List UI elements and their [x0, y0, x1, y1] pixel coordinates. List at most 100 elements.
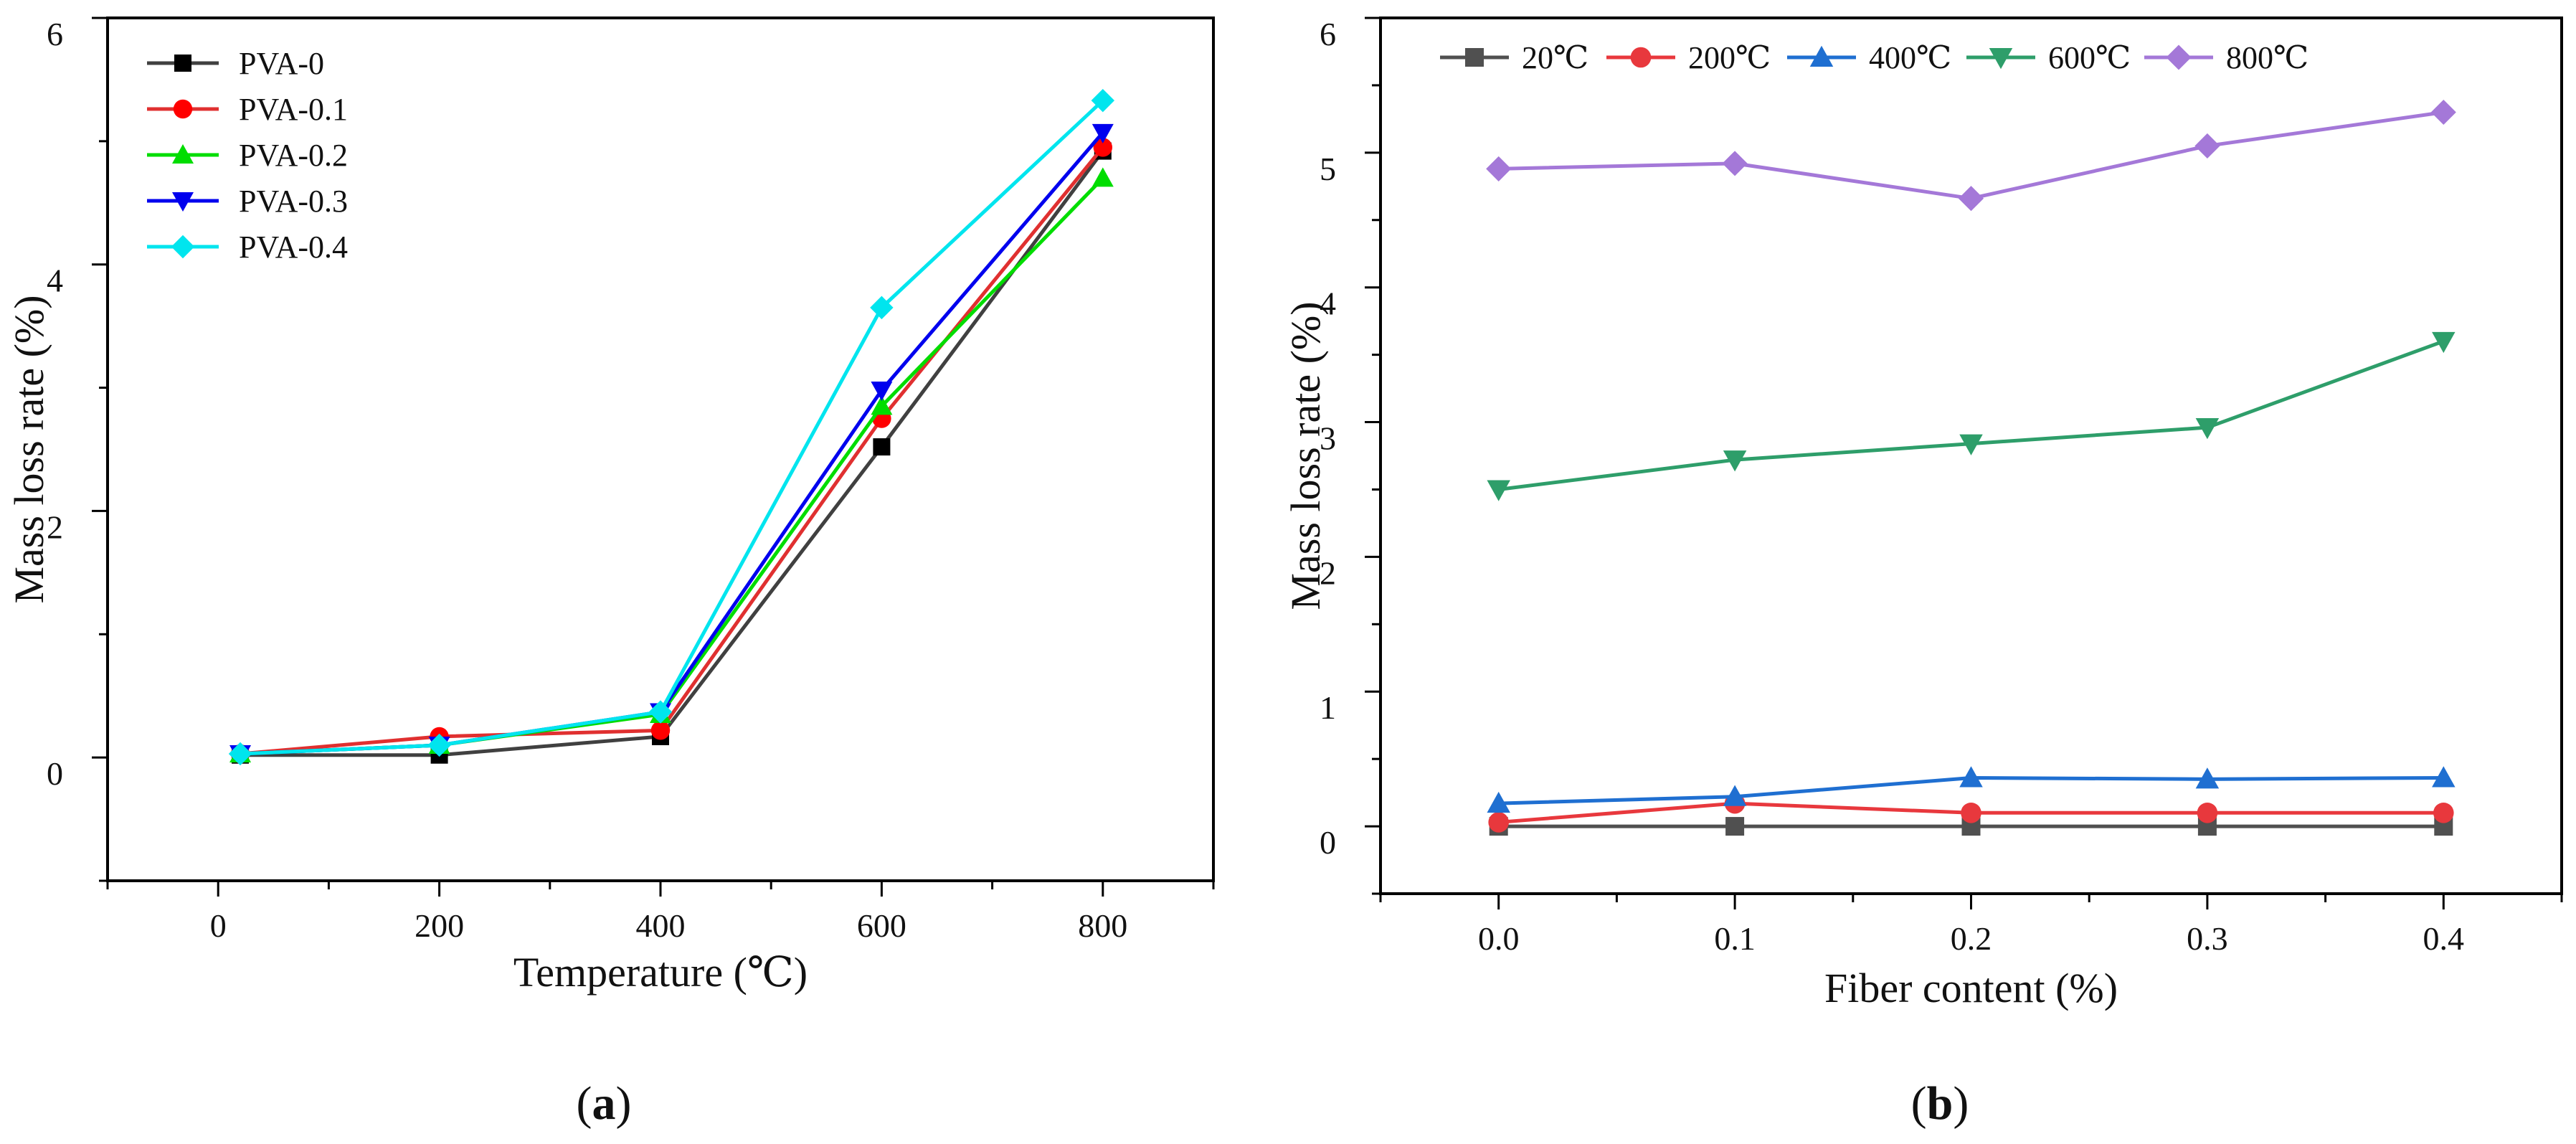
legend-label: 400℃ [1869, 40, 1951, 75]
data-point [871, 395, 893, 415]
y-axis-title: Mass loss rate (%) [6, 295, 52, 603]
legend-marker [172, 144, 194, 164]
panel-label-b: (b) [1911, 1077, 1969, 1130]
y-tick-label: 3 [1320, 420, 1336, 457]
data-point [2194, 133, 2220, 159]
series-line [240, 176, 1104, 756]
x-tick-label: 200 [415, 907, 464, 944]
series-line [240, 131, 1104, 756]
legend: PVA-0 PVA-0.1 PVA-0.2 PVA-0.3 PVA-0.4 [147, 46, 348, 265]
data-point [873, 438, 891, 456]
data-point [648, 700, 673, 724]
series-line [1498, 339, 2445, 491]
data-point [1959, 766, 1983, 788]
legend-label: PVA-0.4 [239, 230, 348, 265]
data-point [2432, 766, 2456, 788]
legend: 20℃ 200℃ 400℃ 600℃ 800℃ [1440, 40, 2309, 75]
data-point [1486, 156, 1512, 181]
data-point [1961, 802, 1981, 823]
chart-a: 0 200 400 600 800 0 2 4 6 Temperature (℃) Mass los… [6, 16, 1215, 996]
series-4 [229, 123, 1114, 765]
data-point [1723, 785, 1747, 806]
series-line [240, 146, 1104, 756]
series-line [240, 150, 1104, 757]
y-tick-label: 0 [1320, 824, 1336, 861]
x-tick-label: 0.1 [1714, 920, 1756, 957]
y-tick-label: 0 [47, 755, 63, 792]
legend-label: 200℃ [1688, 40, 1771, 75]
x-tick-label: 800 [1078, 907, 1127, 944]
data-point [2432, 331, 2456, 354]
series-3 [229, 167, 1114, 762]
data-point [1091, 88, 1114, 113]
series-4 [1487, 331, 2456, 501]
series-line [1498, 110, 2444, 201]
x-tick-label: 600 [857, 907, 906, 944]
legend-marker [173, 99, 193, 119]
data-point [427, 733, 451, 757]
y-axis-title: Mass loss rate (%) [1282, 301, 1329, 610]
data-point [1092, 167, 1114, 187]
y-tick-label: 2 [47, 509, 63, 545]
series-2 [230, 138, 1113, 764]
x-tick-label: 400 [636, 907, 686, 944]
y-tick-label: 4 [1320, 285, 1336, 322]
data-point [1959, 434, 1983, 455]
x-tick-label: 0.4 [2423, 920, 2465, 957]
data-point [1092, 123, 1114, 143]
legend-marker [171, 235, 195, 259]
legend-label: PVA-0.2 [239, 138, 348, 173]
x-tick-label: 0.3 [2187, 920, 2228, 957]
data-point [2195, 767, 2220, 789]
data-point [2197, 802, 2218, 823]
y-tick-label: 1 [1320, 689, 1336, 726]
legend-item: 400℃ [1787, 40, 1951, 75]
data-point [228, 742, 252, 766]
legend-label: PVA-0 [239, 46, 324, 81]
legend-label: 20℃ [1522, 40, 1588, 75]
data-point [1093, 138, 1113, 157]
x-tick-label: 0.0 [1478, 920, 1520, 957]
legend-marker [174, 55, 191, 72]
legend-item: PVA-0.2 [147, 138, 348, 173]
x-tick-label: 0.2 [1951, 920, 1992, 957]
data-point [2430, 99, 2456, 126]
data-point [1723, 450, 1747, 472]
y-tick-label: 5 [1320, 151, 1336, 187]
x-tick-label: 0 [210, 907, 227, 944]
data-point [1722, 151, 1748, 176]
legend-label: PVA-0.3 [239, 184, 348, 219]
legend-label: 600℃ [2048, 40, 2131, 75]
y-tick-label: 6 [1320, 16, 1336, 52]
legend-label: 800℃ [2226, 40, 2309, 75]
data-point [2195, 418, 2220, 440]
data-point [871, 382, 893, 402]
legend-marker [2166, 44, 2192, 70]
series-5 [228, 88, 1114, 766]
y-tick-label: 4 [47, 263, 63, 299]
data-point [1488, 812, 1509, 833]
legend-marker [1630, 47, 1652, 68]
y-tick-label: 2 [1320, 554, 1336, 591]
data-point [650, 721, 671, 740]
data-point [1725, 817, 1745, 836]
legend-item: 600℃ [1966, 40, 2131, 75]
legend-item: 200℃ [1606, 40, 1771, 75]
series-1 [232, 142, 1112, 764]
data-point [1487, 791, 1510, 813]
data-point [870, 296, 894, 320]
legend-label: PVA-0.1 [239, 92, 348, 127]
series-5 [1486, 99, 2456, 212]
legend-item: PVA-0.3 [147, 184, 348, 219]
y-tick-label: 6 [47, 16, 63, 52]
data-point [1487, 480, 1510, 501]
legend-marker [172, 192, 194, 212]
data-point [1958, 186, 1984, 212]
data-point [2433, 802, 2454, 823]
legend-marker [1465, 48, 1484, 67]
x-axis-title: Fiber content (%) [1824, 965, 2118, 1011]
panel-label-a: (a) [577, 1077, 632, 1130]
chart-b: 0.0 0.1 0.2 0.3 0.4 0 1 2 3 4 5 6 Fiber content (%) M… [1282, 16, 2563, 1011]
series-3 [1487, 766, 2456, 813]
